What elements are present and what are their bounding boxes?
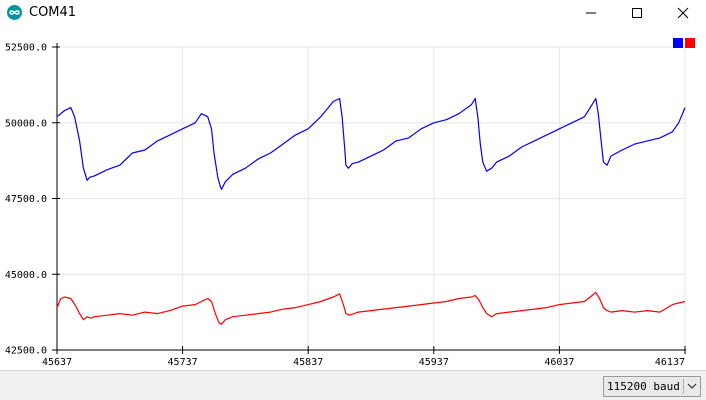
- maximize-icon: [632, 8, 642, 18]
- x-tick-label: 45837: [293, 357, 323, 368]
- series-line-2: [56, 291, 686, 325]
- minimize-button[interactable]: [568, 0, 614, 26]
- serial-plotter-area: 42500.0 45000.0 47500.0 50000.0 52500.0 45637…: [0, 26, 706, 370]
- maximize-button[interactable]: [614, 0, 660, 26]
- y-tick-label: 47500.0: [5, 194, 47, 205]
- series-line-1: [56, 97, 686, 190]
- y-tick-label: 52500.0: [5, 43, 47, 54]
- window-title: COM41: [29, 5, 77, 20]
- dropdown-divider: [683, 379, 684, 394]
- y-tick-label: 45000.0: [5, 270, 47, 281]
- chevron-down-icon: [687, 383, 697, 389]
- x-tick-label: 45737: [168, 357, 198, 368]
- serial-plot: 42500.0 45000.0 47500.0 50000.0 52500.0 45637…: [5, 38, 695, 368]
- baud-rate-value: 115200 baud: [607, 380, 680, 393]
- baud-rate-select[interactable]: 115200 baud: [603, 376, 701, 397]
- close-icon: [677, 7, 689, 19]
- legend-swatch-1: [673, 38, 683, 48]
- arduino-infinity-icon: [7, 5, 22, 20]
- x-tick-label: 46037: [544, 357, 574, 368]
- x-tick-label: 45637: [42, 357, 72, 368]
- title-bar: COM41: [0, 0, 706, 26]
- x-tick-label: 46137: [655, 357, 685, 368]
- y-tick-label: 50000.0: [5, 118, 47, 129]
- legend-swatch-2: [685, 38, 695, 48]
- y-tick-label: 42500.0: [5, 346, 47, 357]
- x-tick-label: 45937: [419, 357, 449, 368]
- close-button[interactable]: [660, 0, 706, 26]
- bottom-toolbar: 115200 baud: [0, 370, 706, 400]
- minimize-icon: [586, 12, 596, 14]
